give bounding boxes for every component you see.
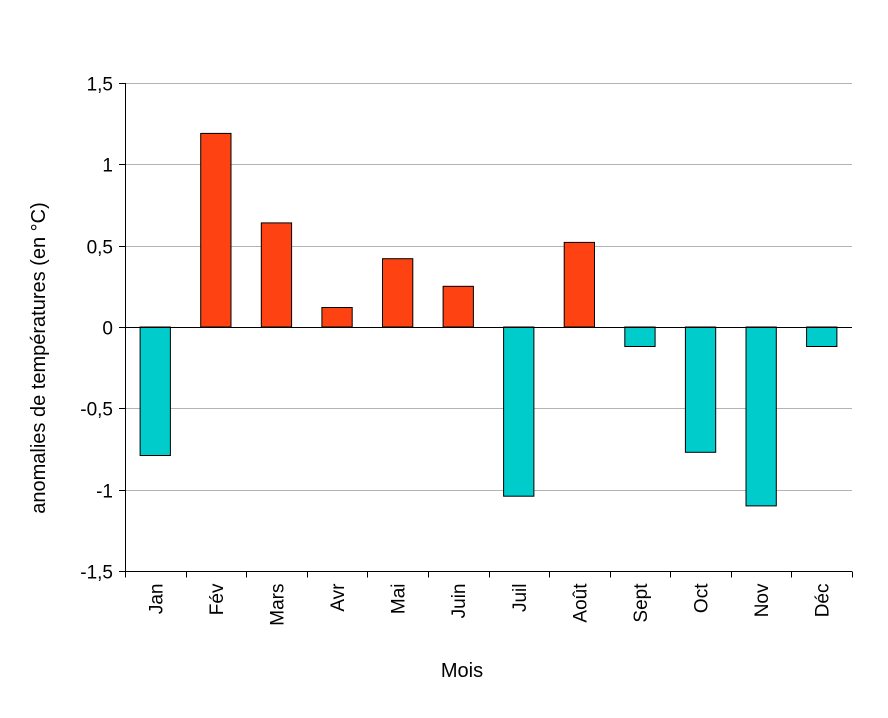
bar-déc	[806, 326, 838, 347]
bar-août	[563, 241, 596, 328]
x-axis-title: Mois	[441, 660, 483, 682]
x-tick-label: Oct	[692, 583, 713, 613]
x-tick-label: Mai	[389, 584, 410, 615]
bar-sept	[624, 326, 656, 347]
x-tick-label: Août	[570, 583, 591, 623]
x-tick-label: Fév	[207, 583, 228, 615]
bar-mars	[260, 222, 293, 328]
bar-nov	[745, 326, 777, 507]
y-axis-title: anomalies de températures (en °C)	[28, 202, 50, 513]
bars	[139, 132, 838, 507]
y-tick-labels: 1,5 1 0,5 0 -0,5 -1 -1,5	[80, 75, 113, 584]
y-tick-label: -1,5	[80, 563, 113, 584]
y-tick-label: -0,5	[80, 400, 113, 421]
x-tick-label: Juil	[510, 584, 531, 613]
x-tick-label: Mars	[268, 584, 289, 626]
y-tick-label: 0	[102, 319, 113, 340]
x-tick-label: Jan	[146, 584, 167, 615]
x-tick-label: Avr	[328, 583, 349, 612]
bar-oct	[684, 326, 717, 453]
bar-fév	[200, 132, 232, 328]
bar-juil	[503, 326, 535, 497]
y-tick-label: -1	[96, 482, 113, 503]
x-tick-labels: Jan Fév Mars Avr Mai Juin Juil Août Sept Oct Nov Dé…	[146, 583, 833, 626]
bar-juin	[442, 285, 474, 328]
y-tick-label: 1	[102, 156, 113, 177]
y-tick-label: 0,5	[87, 238, 113, 259]
bar-mai	[382, 258, 414, 328]
bar-avr	[321, 307, 353, 328]
y-tick-label: 1,5	[87, 75, 113, 96]
x-tick-label: Nov	[752, 583, 773, 617]
x-tick-label: Sept	[631, 583, 652, 623]
axes	[119, 83, 853, 578]
x-tick-label: Déc	[813, 584, 834, 618]
x-tick-label: Juin	[449, 584, 470, 619]
bar-jan	[139, 326, 171, 456]
